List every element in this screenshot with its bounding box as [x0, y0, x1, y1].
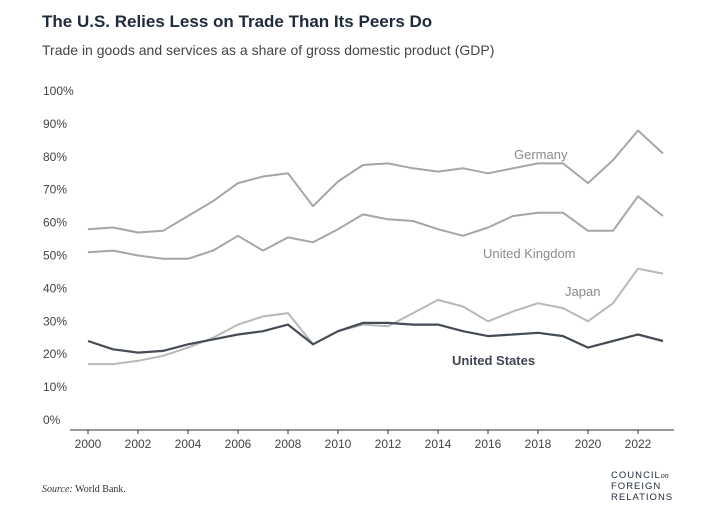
series-line-japan — [88, 267, 664, 366]
x-tick-label: 2000 — [75, 437, 102, 451]
series-line-united-states — [87, 321, 664, 354]
series-label-united-kingdom: United Kingdom — [483, 246, 576, 261]
series-labels: Germany United Kingdom Japan United States — [452, 147, 600, 368]
source-note: Source: World Bank. — [42, 484, 126, 495]
source-text: World Bank. — [75, 484, 126, 495]
y-tick-label: 10% — [43, 380, 67, 394]
x-tick-label: 2022 — [625, 437, 652, 451]
logo-line-council: COUNCIL — [611, 470, 661, 481]
y-tick-label: 100% — [43, 84, 74, 98]
x-tick-label: 2004 — [175, 437, 202, 451]
y-tick-label: 40% — [43, 281, 67, 295]
x-axis-ticks: 2000 2002 2004 2006 2008 2010 2012 2014 2016 2018… — [75, 430, 652, 451]
x-tick-label: 2020 — [575, 437, 602, 451]
x-tick-label: 2018 — [525, 437, 552, 451]
x-tick-label: 2006 — [225, 437, 252, 451]
series-line-united-kingdom — [87, 195, 664, 260]
series-label-united-states: United States — [452, 353, 535, 368]
y-tick-label: 90% — [43, 117, 67, 131]
logo-line-relations: RELATIONS — [611, 492, 674, 503]
chart-title: The U.S. Relies Less on Trade Than Its P… — [42, 12, 433, 31]
chart-subtitle: Trade in goods and services as a share o… — [42, 42, 495, 58]
y-axis-ticks: 0% 10% 20% 30% 40% 50% 60% 70% 80% 90% 100% — [43, 84, 74, 427]
y-tick-label: 50% — [43, 249, 67, 263]
logo-on: on — [660, 471, 669, 480]
y-tick-label: 20% — [43, 347, 67, 361]
y-tick-label: 0% — [43, 413, 61, 427]
series-line-germany — [87, 129, 664, 234]
series-label-germany: Germany — [514, 147, 568, 162]
x-tick-label: 2016 — [475, 437, 502, 451]
logo-line-foreign: FOREIGN — [611, 481, 662, 492]
series-label-japan: Japan — [565, 284, 600, 299]
y-tick-label: 70% — [43, 183, 67, 197]
series-lines — [87, 129, 664, 366]
x-tick-label: 2010 — [325, 437, 352, 451]
x-tick-label: 2014 — [425, 437, 452, 451]
x-tick-label: 2002 — [125, 437, 152, 451]
cfr-logo: COUNCILon FOREIGN RELATIONS — [611, 470, 673, 503]
x-tick-label: 2008 — [275, 437, 302, 451]
y-tick-label: 30% — [43, 314, 67, 328]
x-tick-label: 2012 — [375, 437, 402, 451]
y-tick-label: 60% — [43, 216, 67, 230]
y-tick-label: 80% — [43, 150, 67, 164]
source-label: Source: — [42, 484, 73, 495]
line-chart: 0%10%20%30%40%50%60%70%80%90%100% 2000 20… — [43, 84, 674, 451]
